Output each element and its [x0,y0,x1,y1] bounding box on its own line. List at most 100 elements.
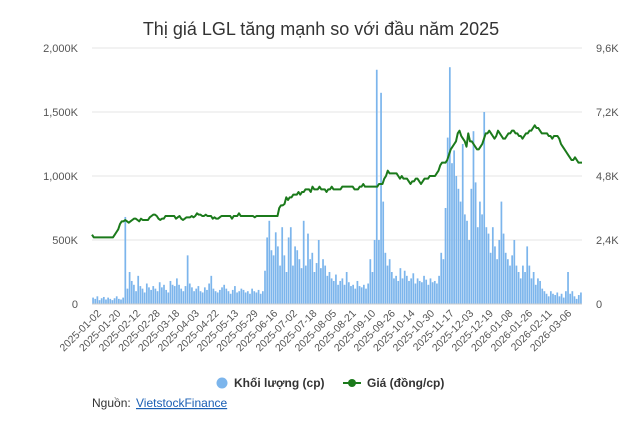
y-right-tick-label: 2,4K [596,235,619,247]
volume-bar [539,280,541,304]
y-right-tick-label: 4,8K [596,171,619,183]
volume-bar [339,280,342,304]
volume-bar [367,283,370,304]
volume-bar [472,131,475,304]
price-line [91,124,582,239]
volume-bar [436,283,438,304]
legend-item-volume[interactable]: Khối lượng (cp) [216,376,325,390]
volume-bar [515,265,518,304]
y-right-tick-label: 0 [596,299,602,311]
volume-bar [229,293,232,304]
volume-bar [511,255,514,304]
y-axis-right: 0 2,4K 4,8K 7,2K 9,6K [596,43,619,311]
volume-bar [253,291,256,304]
volume-bar [277,246,279,304]
volume-bar [130,280,133,304]
volume-bar [496,259,498,304]
y-left-tick-label: 1,000K [43,171,79,183]
volume-bar [176,278,178,304]
volume-bar [567,272,569,304]
volume-bar [141,288,144,304]
volume-bar [135,291,137,304]
volume-bar [343,284,346,304]
volume-bar [414,283,417,304]
legend-item-price[interactable]: Giá (đồng/cp) [343,376,444,390]
volume-bar [186,255,189,304]
volume-bar [541,288,544,304]
volume-bar [300,268,303,304]
volume-bar [261,291,264,304]
volume-bar [126,288,129,304]
volume-bar [399,268,402,304]
volume-bar [345,272,348,304]
volume-bar [393,278,395,304]
volume-bar [556,292,559,304]
volume-bar [317,240,320,304]
volume-bar [421,282,423,304]
volume-bar [255,292,258,304]
volume-bar [307,233,309,304]
volume-bar [468,240,471,304]
volume-bar [491,227,494,304]
volume-bar [470,188,473,304]
volume-bar [160,287,163,304]
volume-bar [171,284,174,304]
volume-bar [502,233,505,304]
volume-bar [154,288,157,304]
legend-volume-marker [216,377,228,389]
volume-bar [440,252,443,304]
volume-bar [118,298,120,304]
volume-bar [534,284,537,304]
volume-bar [386,265,389,304]
volume-bar [165,289,168,304]
volume-bar [238,291,241,304]
volume-bars [92,67,582,304]
volume-bar [401,278,404,304]
volume-bar [191,287,193,304]
volume-bar [481,214,483,304]
volume-bar [554,295,556,304]
volume-bar [356,280,359,304]
volume-bar [311,252,314,304]
volume-bar [444,208,447,304]
volume-bar [395,275,397,304]
volume-bar [210,275,213,304]
volume-bar [571,291,574,304]
volume-bar [257,289,260,304]
volume-bar [412,273,415,304]
volume-bar [526,246,529,304]
legend-volume-label: Khối lượng (cp) [234,376,325,390]
volume-bar [167,292,170,304]
volume-bar [137,275,140,304]
volume-bar [577,295,580,304]
volume-bar [195,288,198,304]
volume-bar [562,297,565,304]
volume-bar [530,278,533,304]
volume-bar [425,279,428,304]
source-link[interactable]: VietstockFinance [136,396,227,410]
volume-bar [102,296,105,304]
volume-bar [476,227,479,304]
volume-bar [266,237,269,304]
volume-bar [483,112,486,304]
volume-bar [506,259,509,304]
volume-bar [552,293,554,304]
volume-bar [227,291,230,304]
volume-bar [96,296,99,304]
volume-bar [109,298,112,304]
volume-bar [236,292,238,304]
volume-bar [418,280,421,304]
volume-bar [388,259,391,304]
volume-bar [363,284,365,304]
legend[interactable]: Khối lượng (cp) Giá (đồng/cp) [216,376,445,390]
legend-price-label: Giá (đồng/cp) [367,376,444,390]
volume-bar [543,291,546,304]
volume-bar [455,176,458,304]
volume-bar [341,278,344,304]
volume-bar [100,298,103,304]
volume-bar [214,291,217,304]
volume-bar [360,287,363,304]
volume-bar [354,288,357,304]
volume-bar [537,278,539,304]
volume-bar [371,272,374,304]
